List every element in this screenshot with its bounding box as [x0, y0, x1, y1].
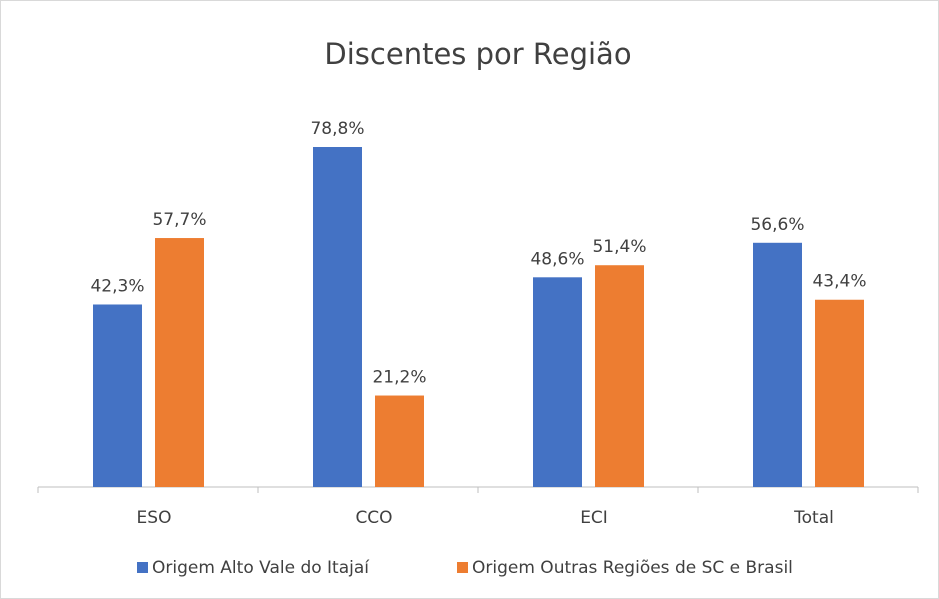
data-label: 56,6%: [750, 215, 804, 235]
data-label: 48,6%: [530, 249, 584, 269]
legend-swatch: [457, 562, 468, 573]
legend-label: Origem Alto Vale do Itajaí: [152, 558, 370, 578]
x-tick-label: ESO: [137, 508, 172, 528]
data-label: 78,8%: [310, 119, 364, 139]
data-label: 42,3%: [90, 276, 144, 296]
x-tick-label: Total: [793, 508, 834, 528]
bar: [375, 395, 424, 487]
legend-swatch: [137, 562, 148, 573]
bar: [313, 147, 362, 487]
data-label: 21,2%: [372, 368, 426, 388]
bar: [533, 277, 582, 487]
x-tick-label: ECI: [580, 508, 608, 528]
bar: [815, 299, 864, 487]
bar: [595, 265, 644, 487]
bar: [155, 238, 204, 487]
bar: [93, 304, 142, 487]
bar: [753, 242, 802, 487]
data-label: 51,4%: [592, 237, 646, 257]
x-tick-label: CCO: [355, 508, 392, 528]
data-label: 43,4%: [812, 272, 866, 292]
chart-title: Discentes por Região: [324, 37, 631, 71]
data-label: 57,7%: [152, 210, 206, 230]
legend-label: Origem Outras Regiões de SC e Brasil: [472, 558, 793, 578]
